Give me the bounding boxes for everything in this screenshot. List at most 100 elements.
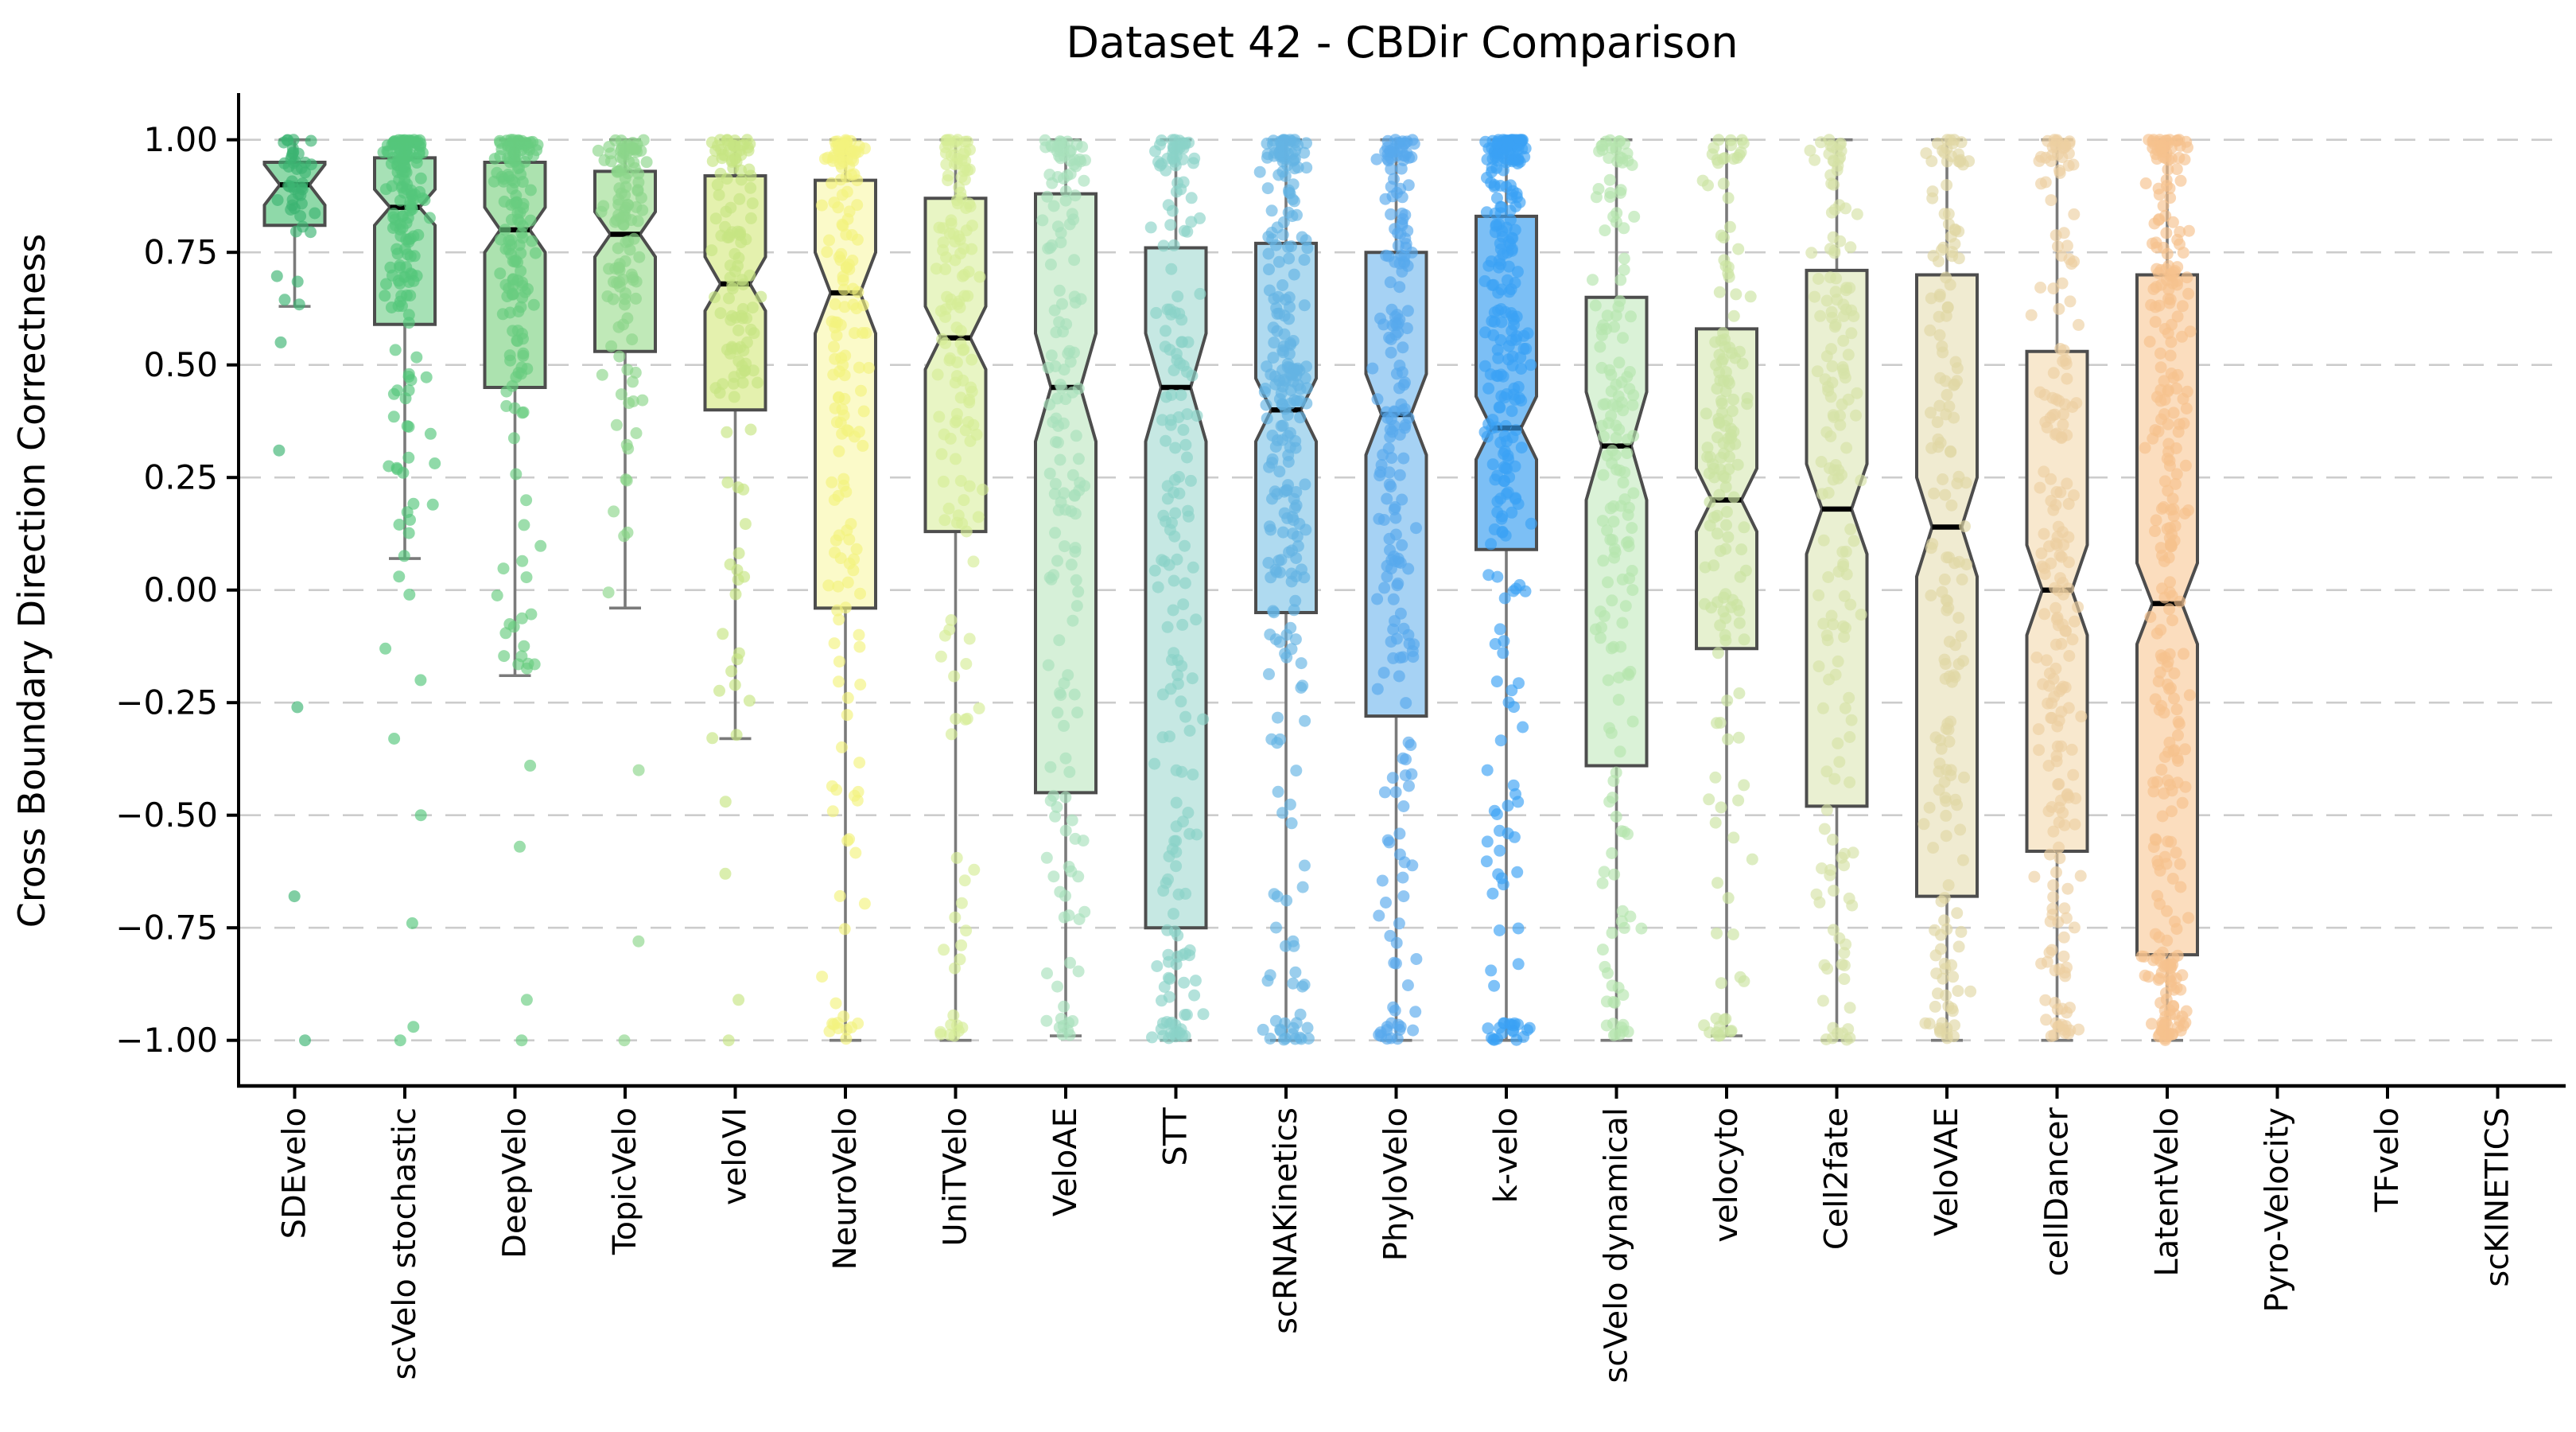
data-point (618, 1034, 631, 1047)
data-point (500, 385, 513, 398)
data-point (391, 150, 404, 162)
data-point (1952, 612, 1965, 625)
data-point (398, 174, 411, 187)
data-point (1732, 243, 1745, 255)
data-point (721, 343, 733, 356)
data-point (945, 214, 958, 227)
data-point (1838, 973, 1851, 986)
data-point (970, 428, 983, 441)
data-point (1601, 309, 1614, 322)
data-point (2178, 417, 2190, 430)
data-point (2034, 282, 2047, 294)
data-point (1942, 879, 1955, 892)
data-point (640, 156, 653, 169)
data-point (295, 181, 308, 193)
data-point (828, 493, 841, 506)
data-point (1403, 780, 1415, 792)
data-point (744, 423, 757, 436)
data-point (729, 588, 742, 601)
data-point (1270, 921, 1282, 934)
data-point (1266, 492, 1278, 505)
data-point (1044, 259, 1057, 270)
data-point (1815, 136, 1827, 149)
data-point (1275, 387, 1288, 399)
data-point (507, 287, 520, 300)
data-point (1840, 545, 1852, 558)
data-point (497, 562, 510, 575)
data-point (1605, 726, 1618, 739)
data-point (826, 177, 838, 189)
data-point (1384, 544, 1396, 556)
data-point (1810, 888, 1823, 901)
data-point (736, 376, 749, 389)
data-point (1635, 922, 1648, 935)
data-point (414, 674, 427, 687)
data-point (1715, 395, 1727, 407)
data-point (2178, 154, 2191, 165)
data-point (831, 604, 844, 617)
data-point (857, 439, 869, 452)
data-point (1507, 1025, 1520, 1038)
data-point (1410, 953, 1423, 965)
points-STT (1144, 134, 1210, 1045)
data-point (1598, 866, 1610, 878)
data-point (1162, 971, 1175, 984)
data-point (966, 220, 978, 232)
data-point (1931, 137, 1944, 150)
data-point (836, 741, 848, 753)
data-point (1729, 438, 1742, 450)
data-point (2152, 214, 2165, 227)
data-point (612, 165, 625, 177)
data-point (516, 176, 529, 189)
data-point (2038, 465, 2050, 478)
data-point (1722, 192, 1735, 204)
data-point (2045, 495, 2057, 507)
data-point (1371, 393, 1384, 406)
data-point (1520, 342, 1533, 355)
data-point (1712, 877, 1723, 889)
data-point (2035, 177, 2047, 190)
data-point (1278, 328, 1291, 340)
data-point (1271, 890, 1284, 903)
data-point (1488, 804, 1501, 817)
data-point (735, 236, 748, 249)
data-point (632, 764, 645, 776)
data-point (1289, 633, 1302, 646)
data-point (1936, 1017, 1949, 1029)
data-point (2040, 654, 2053, 667)
data-point (1194, 287, 1206, 300)
data-point (954, 247, 967, 260)
data-point (1499, 420, 1512, 432)
data-point (1265, 523, 1277, 536)
data-point (424, 427, 437, 440)
data-point (414, 138, 427, 150)
data-point (1816, 488, 1828, 500)
data-point (1607, 500, 1620, 512)
data-point (1713, 1020, 1726, 1033)
data-point (1715, 801, 1727, 814)
data-point (1933, 290, 1946, 303)
data-point (1814, 309, 1827, 322)
data-point (723, 231, 736, 243)
data-point (515, 301, 527, 313)
data-point (1489, 638, 1502, 650)
x-tick-label-k-velo: k-velo (1488, 1107, 1525, 1203)
data-point (389, 344, 402, 356)
data-point (1525, 517, 1537, 530)
data-point (637, 134, 650, 146)
data-point (1855, 474, 1867, 487)
data-point (2182, 287, 2195, 300)
data-point (950, 851, 963, 864)
data-point (2150, 514, 2162, 527)
data-point (1928, 487, 1941, 500)
data-point (1600, 1019, 1613, 1032)
points-SDEvelo (270, 134, 321, 1047)
data-point (713, 189, 725, 201)
data-point (1936, 340, 1949, 352)
data-point (527, 298, 540, 311)
data-point (426, 498, 439, 511)
data-point (1494, 734, 1507, 747)
data-point (2147, 841, 2160, 854)
data-point (1827, 473, 1840, 486)
data-point (1183, 827, 1196, 840)
